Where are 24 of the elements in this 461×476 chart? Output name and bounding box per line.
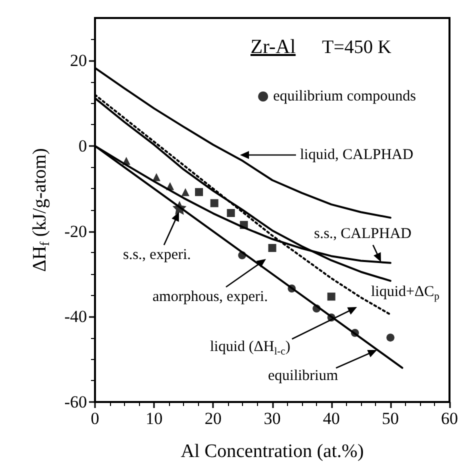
annotation: T=450 K (322, 36, 392, 58)
x-tick-label: 20 (204, 409, 222, 428)
annotation: liquid, CALPHAD (300, 146, 414, 162)
y-axis-title: ΔHf (kJ/g-atom) (29, 148, 52, 272)
x-tick-label: 50 (382, 409, 399, 428)
legend-label: equilibrium compounds (273, 88, 416, 104)
annotation: s.s., experi. (123, 246, 191, 262)
annotation: equilibrium (268, 368, 338, 384)
text: Zr-Al (250, 36, 296, 58)
x-axis-title: Al Concentration (at.%) (180, 441, 364, 462)
annotation: liquid+ΔC$_{p}$ (371, 284, 440, 302)
x-tick-label: 60 (441, 409, 458, 428)
x-tick-label: 40 (322, 409, 340, 428)
y-tick-label: 0 (78, 136, 87, 156)
y-tick-label: -60 (64, 392, 87, 412)
y-tick-label: -20 (64, 222, 87, 241)
annotation: amorphous, experi. (152, 288, 268, 304)
x-tick-label: 0 (90, 409, 100, 428)
annotation: liquid (ΔH$_{l-c}$) (210, 338, 290, 358)
x-tick-label: 30 (264, 409, 281, 428)
annotation: s.s., CALPHAD (314, 226, 412, 242)
x-tick-label: 10 (146, 409, 163, 428)
y-tick-label: -40 (64, 307, 87, 326)
y-tick-label: 20 (70, 51, 87, 70)
